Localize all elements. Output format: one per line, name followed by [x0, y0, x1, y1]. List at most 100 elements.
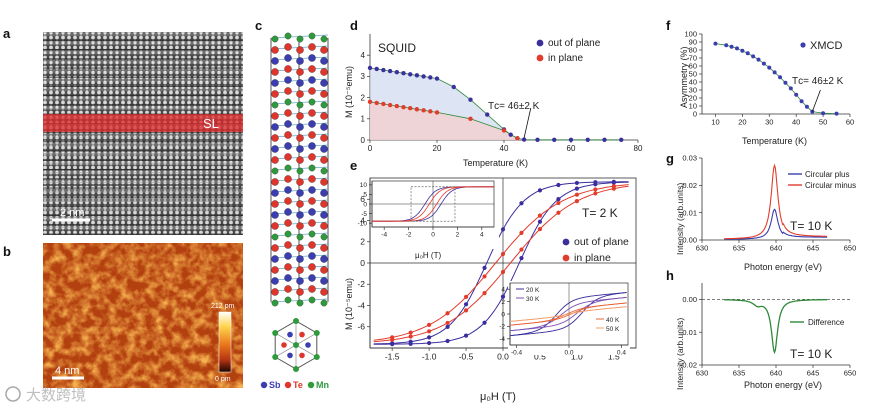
chart-f-y-tick-label: 80 [689, 46, 697, 55]
chart-e-point-in [574, 192, 579, 197]
inset-left-xlabel: μ₀H (T) [415, 251, 441, 260]
chart-e-point-out [537, 219, 543, 224]
sb-atom [271, 145, 279, 153]
chart-f-y-tick-label: 60 [689, 62, 697, 71]
element-legend: Sb Te Mn [260, 380, 329, 390]
chart-e-point-in [500, 251, 506, 257]
mn-atom [308, 296, 316, 304]
chart-f-point [751, 54, 756, 59]
te-atom [296, 200, 304, 208]
chart-d-x-tick-label: 80 [634, 144, 643, 153]
watermark-logo-icon [5, 386, 21, 402]
chart-e-point-out [482, 265, 487, 270]
stem-layer-band [43, 78, 243, 83]
chart-g-x-tick-label: 635 [733, 244, 746, 253]
chart-d-in-fill [370, 101, 518, 140]
chart-d-title: SQUID [378, 41, 416, 55]
chart-e-point-out [390, 341, 395, 346]
chart-d-out-point [408, 72, 413, 77]
chart-d-out-point [428, 75, 433, 80]
chart-e-point-in [519, 247, 524, 252]
stem-layer-band [43, 68, 243, 73]
chart-f-point [740, 48, 745, 53]
stem-scalebar-label: 2 nm [60, 207, 84, 219]
te-atom [296, 266, 304, 274]
sb-atom [320, 123, 328, 131]
inset-left-zoom-box [410, 186, 456, 222]
chart-d-x-tick-label: 0 [368, 144, 373, 153]
legend-g-plus-label: Circular plus [805, 170, 849, 179]
panel-label-h: h [666, 268, 674, 283]
te-atom [320, 112, 328, 120]
panel-d: d SQUID out of plane in plane Tᴄ= 46±2 K… [344, 18, 643, 168]
te-atom [308, 219, 316, 227]
sb-atom [271, 79, 279, 87]
sb-atom [271, 189, 279, 197]
stem-layer-band [43, 161, 243, 166]
inset-left-x-tick-label: -4 [381, 232, 387, 239]
watermark: 大数跨境 [5, 386, 86, 404]
te-atom [308, 65, 316, 73]
chart-g-x-tick-label: 630 [696, 244, 709, 253]
chart-e-point-in [427, 329, 432, 334]
stem-layer-band [43, 207, 243, 212]
chart-d-in-point [374, 100, 379, 106]
panel-b: b 212 pm 0 pm 4 nm [3, 243, 243, 388]
crystal-top-view [272, 318, 320, 372]
chart-g-y-tick-label: 0.01 [682, 208, 697, 217]
sb-atom [271, 255, 279, 263]
te-atom [284, 197, 292, 205]
chart-f-tc-arrow [811, 89, 821, 112]
mn-atom [284, 296, 292, 304]
chart-f-y-tick-label: 50 [689, 70, 697, 79]
te-atom [308, 263, 316, 271]
sb-atom [320, 57, 328, 65]
chart-e-x-tick-label: 0.5 [534, 352, 546, 362]
chart-g-x-tick-label: 640 [770, 244, 783, 253]
te-atom [271, 266, 279, 274]
chart-h-difference-curve [724, 299, 828, 355]
chart-e-y-tick-label: 6 [360, 194, 365, 204]
chart-g-y-tick-label: 0.02 [682, 181, 697, 190]
crystal-structure [270, 32, 329, 307]
mn-atom [308, 98, 316, 106]
te-atom [296, 156, 304, 164]
te-atom [284, 131, 292, 139]
mn-atom [284, 164, 292, 172]
inset-left-x-tick-label: 2 [456, 232, 460, 239]
chart-f-point [756, 57, 761, 62]
chart-d-out-point [508, 132, 513, 137]
te-atom [296, 288, 304, 296]
chart-e-loop-out [373, 181, 629, 345]
chart-f-tc-annotation: Tᴄ= 46±2 K [792, 76, 844, 87]
mn-atom [296, 299, 304, 307]
te-atom [284, 153, 292, 161]
sb-atom [284, 76, 292, 84]
chart-d-out-point [414, 73, 420, 78]
te-atom [308, 131, 316, 139]
hex-bond [295, 344, 317, 358]
afm-texture [43, 243, 243, 388]
colorbar-max-label: 212 pm [211, 303, 235, 310]
legend-e-out-label: out of plane [574, 236, 629, 248]
chart-d-out-point [585, 137, 590, 142]
inset-right-legend-label: 40 K [606, 317, 620, 324]
inset-right-legend-label: 30 K [526, 296, 540, 303]
chart-e-point-in [537, 213, 543, 218]
chart-f-point [772, 70, 777, 75]
chart-e-point-in [556, 210, 561, 215]
mn-atom [272, 354, 279, 360]
te-atom [320, 134, 328, 142]
stem-layer-band [43, 59, 243, 64]
chart-e-point-in [390, 335, 395, 340]
chart-e-point-out [537, 188, 543, 193]
sb-atom [320, 277, 328, 285]
mn-atom [320, 101, 328, 109]
panel-g: g Circular plus Circular minus T= 10 K P… [666, 151, 856, 272]
chart-e-xlabel: μ₀H (T) [480, 391, 516, 403]
chart-e-x-tick-label: -1.0 [422, 352, 437, 362]
colorbar-min-label: 0 pm [215, 376, 231, 383]
chart-e-point-out [574, 186, 579, 191]
chart-e-point-in [593, 191, 598, 196]
inset-right-loop [509, 292, 627, 337]
